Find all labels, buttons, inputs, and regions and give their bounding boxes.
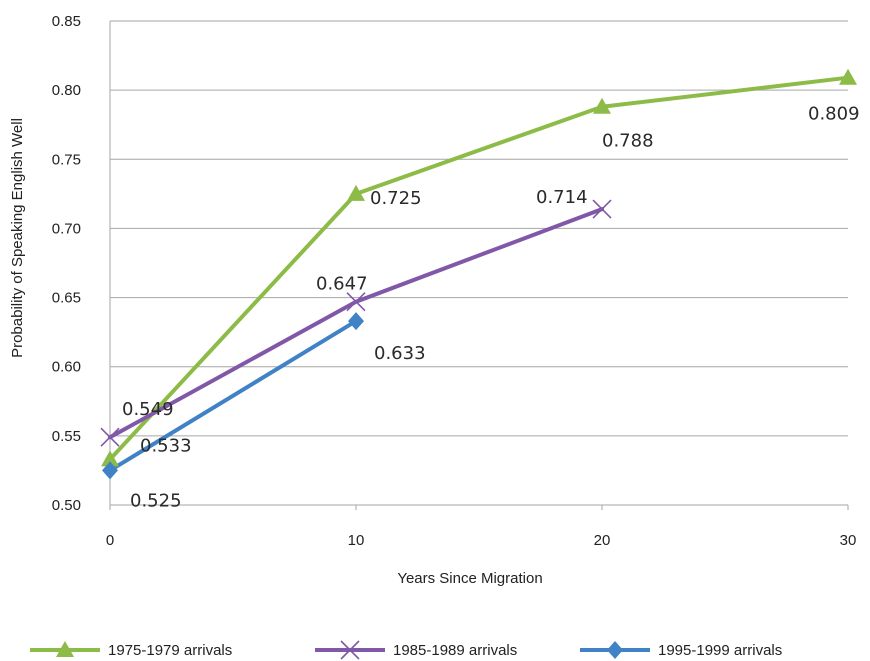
data-label: 0.788 [602, 131, 654, 152]
x-tick-label: 20 [594, 532, 611, 549]
y-axis-ticks: 0.50 0.55 0.60 0.65 0.70 0.75 0.80 0.85 [52, 13, 81, 514]
x-axis-ticks: 0 10 20 30 [106, 505, 857, 549]
data-point-marker [102, 461, 118, 480]
data-labels: 0.533 0.725 0.788 0.809 0.549 0.647 0.714 0.525… [122, 104, 860, 512]
legend-item: 1985-1989 arrivals [315, 640, 517, 660]
y-tick-label: 0.85 [52, 13, 81, 30]
data-label: 0.809 [808, 104, 860, 125]
data-label: 0.533 [140, 435, 192, 456]
data-point-marker [839, 68, 857, 85]
x-tick-label: 30 [840, 532, 857, 549]
data-point-marker [101, 450, 119, 467]
data-label: 0.633 [374, 343, 426, 364]
data-label: 0.725 [370, 188, 422, 209]
gridlines [110, 20, 848, 506]
series-line-3 [108, 319, 358, 473]
data-label: 0.714 [536, 187, 588, 208]
data-label: 0.647 [316, 274, 368, 295]
y-tick-label: 0.60 [52, 359, 81, 376]
data-point-marker [348, 312, 364, 331]
y-tick-label: 0.55 [52, 428, 81, 445]
legend-label: 1985-1989 arrivals [393, 642, 517, 659]
y-axis-title: Probability of Speaking English Well [9, 118, 26, 358]
data-point-marker [592, 199, 612, 219]
series-lines [108, 75, 850, 473]
legend: 1975-1979 arrivals 1985-1989 arrivals 1995… [30, 640, 782, 660]
y-tick-label: 0.75 [52, 151, 81, 168]
legend-marker [56, 641, 74, 657]
x-tick-label: 10 [348, 532, 365, 549]
legend-label: 1995-1999 arrivals [658, 642, 782, 659]
data-point-marker [100, 427, 120, 447]
y-tick-label: 0.65 [52, 290, 81, 307]
series-line-1 [108, 75, 850, 462]
legend-item: 1995-1999 arrivals [580, 641, 782, 659]
data-point-marker [347, 184, 365, 201]
legend-marker [340, 640, 360, 660]
y-tick-label: 0.50 [52, 497, 81, 514]
legend-marker [607, 641, 623, 659]
data-label: 0.549 [122, 399, 174, 420]
data-label: 0.525 [130, 490, 182, 511]
legend-item: 1975-1979 arrivals [30, 641, 232, 659]
data-point-marker [593, 97, 611, 114]
y-tick-label: 0.70 [52, 220, 81, 237]
data-point-marker [346, 292, 366, 312]
legend-label: 1975-1979 arrivals [108, 642, 232, 659]
series-markers [100, 68, 857, 480]
y-tick-label: 0.80 [52, 82, 81, 99]
x-axis-title: Years Since Migration [397, 570, 542, 587]
x-tick-label: 0 [106, 532, 114, 549]
